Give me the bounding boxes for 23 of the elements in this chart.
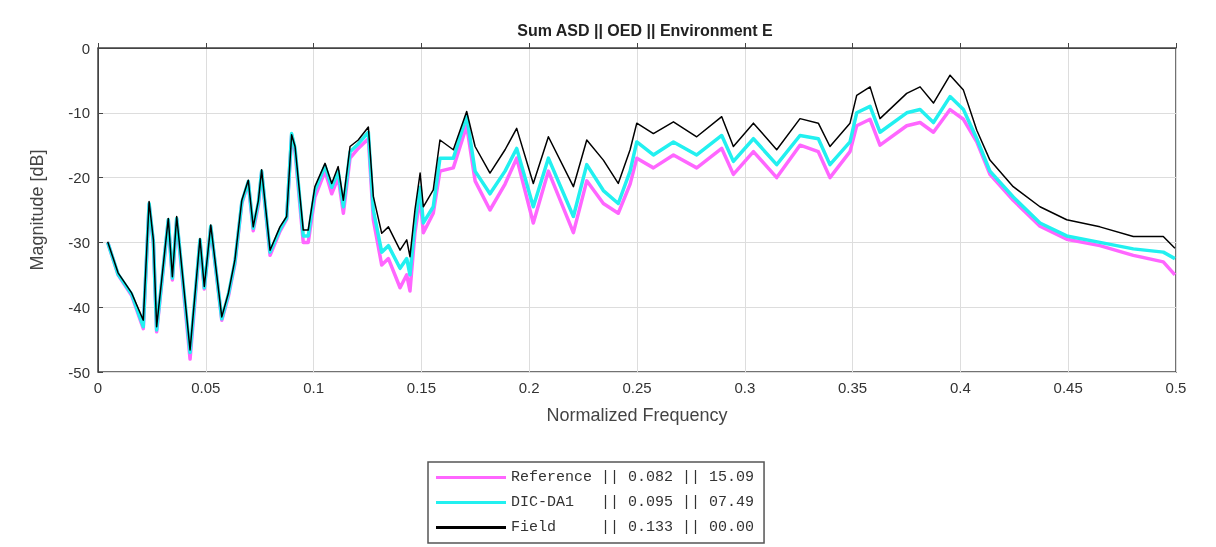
y-tick-label: -50 <box>68 363 90 381</box>
x-tick-label: 0.5 <box>1165 379 1187 396</box>
y-tick-label: -10 <box>68 104 90 122</box>
x-tick-label: 0.15 <box>406 379 436 396</box>
x-tick-label: 0.4 <box>949 379 971 396</box>
legend-label: Field || 0.133 || 00.00 <box>511 519 755 536</box>
x-tick-label: 0.45 <box>1053 379 1083 396</box>
y-tick-label: -30 <box>68 233 90 251</box>
x-tick-label: 0.35 <box>838 379 868 396</box>
y-axis-title: Magnitude [dB] <box>27 149 47 271</box>
x-tick-label: 0 <box>93 379 103 396</box>
y-tick-label: -40 <box>68 298 90 316</box>
x-tick-label: 0.05 <box>191 379 221 396</box>
legend-label: DIC-DA1 || 0.095 || 07.49 <box>511 494 755 511</box>
x-tick-label: 0.2 <box>518 379 540 396</box>
x-axis-title: Normalized Frequency <box>546 405 728 425</box>
x-tick-label: 0.3 <box>734 379 756 396</box>
y-tick-label: -20 <box>68 169 90 187</box>
legend-label: Reference || 0.082 || 15.09 <box>511 469 755 486</box>
x-tick-label: 0.25 <box>622 379 652 396</box>
x-tick-label: 0.1 <box>303 379 325 396</box>
chart-title: Sum ASD || OED || Environment E <box>517 21 774 39</box>
y-tick-label: 0 <box>81 39 90 57</box>
